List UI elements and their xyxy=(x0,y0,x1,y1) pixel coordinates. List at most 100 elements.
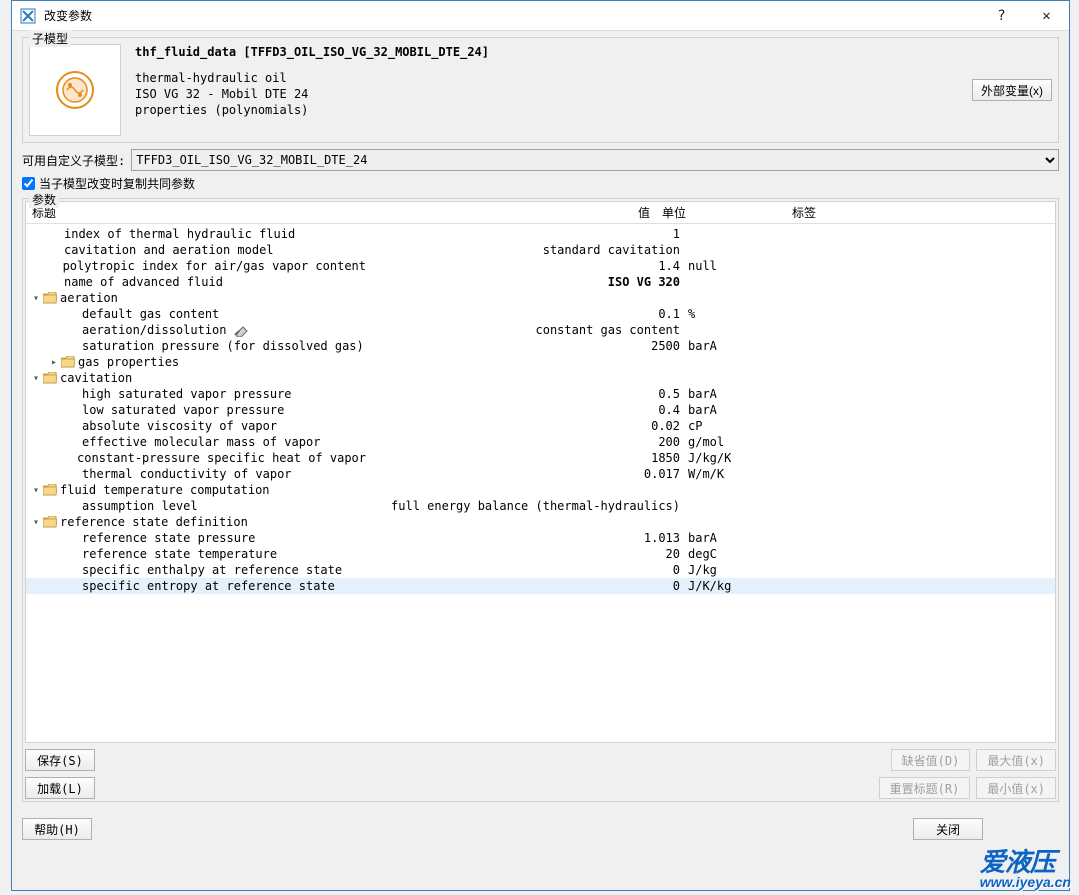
available-label: 可用自定义子模型: xyxy=(22,152,125,169)
param-row[interactable]: reference state pressure 1.013barA xyxy=(26,530,1055,546)
param-title: low saturated vapor pressure xyxy=(82,403,284,417)
param-title: thermal conductivity of vapor xyxy=(82,467,292,481)
param-value[interactable]: ISO VG 320 xyxy=(366,275,686,289)
param-title: default gas content xyxy=(82,307,219,321)
chevron-down-icon[interactable]: ▾ xyxy=(30,517,42,528)
param-row[interactable]: ▾ cavitation xyxy=(26,370,1055,386)
chevron-right-icon[interactable]: ▸ xyxy=(48,357,60,368)
default-button[interactable]: 缺省值(D) xyxy=(891,749,971,771)
col-unit[interactable]: 单位 xyxy=(656,204,786,221)
param-value[interactable]: constant gas content xyxy=(366,323,686,337)
titlebar-close-button[interactable]: ✕ xyxy=(1024,1,1069,31)
eraser-icon[interactable] xyxy=(233,323,249,337)
folder-icon xyxy=(60,355,76,369)
param-row[interactable]: constant-pressure specific heat of vapor… xyxy=(26,450,1055,466)
submodel-icon xyxy=(29,44,121,136)
submodel-desc-3: properties (polynomials) xyxy=(135,102,489,118)
param-title: fluid temperature computation xyxy=(60,483,270,497)
folder-icon xyxy=(42,371,58,385)
param-value[interactable]: 1.4 xyxy=(366,259,686,273)
param-row[interactable]: name of advanced fluid ISO VG 320 xyxy=(26,274,1055,290)
chevron-down-icon[interactable]: ▾ xyxy=(30,293,42,304)
col-title[interactable]: 标题 xyxy=(26,204,336,221)
window-title: 改变参数 xyxy=(44,7,92,24)
submodel-fieldset: 子模型 thf_fluid_data [TFFD3_OIL_ISO_VG_32_… xyxy=(22,37,1059,143)
param-value[interactable]: 20 xyxy=(366,547,686,561)
submodel-name: thf_fluid_data [TFFD3_OIL_ISO_VG_32_MOBI… xyxy=(135,44,489,60)
param-value[interactable]: 1.013 xyxy=(366,531,686,545)
param-title: absolute viscosity of vapor xyxy=(82,419,277,433)
param-value[interactable]: 2500 xyxy=(366,339,686,353)
param-row[interactable]: ▾aeration xyxy=(26,290,1055,306)
param-title: gas properties xyxy=(78,355,179,369)
param-value[interactable]: 1 xyxy=(366,227,686,241)
copy-params-checkbox[interactable] xyxy=(22,177,35,190)
param-row[interactable]: low saturated vapor pressure0.4barA xyxy=(26,402,1055,418)
param-row[interactable]: absolute viscosity of vapor0.02cP xyxy=(26,418,1055,434)
param-row[interactable]: saturation pressure (for dissolved gas)2… xyxy=(26,338,1055,354)
param-title: constant-pressure specific heat of vapor xyxy=(77,451,366,465)
param-value[interactable]: 0.017 xyxy=(366,467,686,481)
param-unit: barA xyxy=(686,531,816,545)
param-unit: barA xyxy=(686,339,816,353)
chevron-down-icon[interactable]: ▾ xyxy=(30,485,42,496)
param-value[interactable]: standard cavitation xyxy=(366,243,686,257)
param-unit: null xyxy=(686,259,816,273)
params-button-row-2: 加载(L) 重置标题(R) 最小值(x) xyxy=(25,777,1056,799)
submodel-text: thf_fluid_data [TFFD3_OIL_ISO_VG_32_MOBI… xyxy=(135,44,489,118)
param-value[interactable]: 0.5 xyxy=(366,387,686,401)
param-unit: % xyxy=(686,307,816,321)
param-row[interactable]: cavitation and aeration modelstandard ca… xyxy=(26,242,1055,258)
max-button[interactable]: 最大值(x) xyxy=(976,749,1056,771)
param-row[interactable]: specific entropy at reference state 0J/K/… xyxy=(26,578,1055,594)
folder-icon xyxy=(42,483,58,497)
param-unit: W/m/K xyxy=(686,467,816,481)
param-title: reference state pressure xyxy=(82,531,255,545)
param-row[interactable]: thermal conductivity of vapor 0.017W/m/K xyxy=(26,466,1055,482)
params-legend: 参数 xyxy=(29,191,59,208)
titlebar-help-button[interactable]: ? xyxy=(979,1,1024,31)
param-row[interactable]: index of thermal hydraulic fluid1 xyxy=(26,226,1055,242)
submodel-desc-1: thermal-hydraulic oil xyxy=(135,70,489,86)
param-row[interactable]: ▸ gas properties xyxy=(26,354,1055,370)
available-submodel-select[interactable]: TFFD3_OIL_ISO_VG_32_MOBIL_DTE_24 xyxy=(131,149,1059,171)
param-value[interactable]: 0 xyxy=(366,579,686,593)
dialog-footer: 帮助(H) 关闭 应用(A) xyxy=(22,818,1059,840)
param-value[interactable]: 0.4 xyxy=(366,403,686,417)
param-row[interactable]: assumption levelfull energy balance (the… xyxy=(26,498,1055,514)
param-row[interactable]: polytropic index for air/gas vapor conte… xyxy=(26,258,1055,274)
param-title: name of advanced fluid xyxy=(64,275,223,289)
external-vars-button[interactable]: 外部变量(x) xyxy=(972,79,1052,101)
param-row[interactable]: effective molecular mass of vapor200g/mo… xyxy=(26,434,1055,450)
param-row[interactable]: reference state temperature20degC xyxy=(26,546,1055,562)
copy-params-checkbox-row[interactable]: 当子模型改变时复制共同参数 xyxy=(22,175,1059,192)
save-button[interactable]: 保存(S) xyxy=(25,749,95,771)
help-button[interactable]: 帮助(H) xyxy=(22,818,92,840)
param-row[interactable]: ▾reference state definition xyxy=(26,514,1055,530)
param-value[interactable]: full energy balance (thermal-hydraulics) xyxy=(366,499,686,513)
chevron-down-icon[interactable]: ▾ xyxy=(30,373,42,384)
load-button[interactable]: 加载(L) xyxy=(25,777,95,799)
param-title: cavitation xyxy=(60,371,132,385)
reset-title-button[interactable]: 重置标题(R) xyxy=(879,777,971,799)
col-value[interactable]: 值 xyxy=(336,204,656,221)
param-row[interactable]: specific enthalpy at reference state0J/k… xyxy=(26,562,1055,578)
param-unit: g/mol xyxy=(686,435,816,449)
param-title: specific entropy at reference state xyxy=(82,579,335,593)
close-button[interactable]: 关闭 xyxy=(913,818,983,840)
param-row[interactable]: ▾ fluid temperature computation xyxy=(26,482,1055,498)
params-tree[interactable]: 标题 值 单位 标签 index of thermal hydraulic fl… xyxy=(25,201,1056,743)
param-row[interactable]: aeration/dissolutionconstant gas content xyxy=(26,322,1055,338)
param-row[interactable]: high saturated vapor pressure0.5barA xyxy=(26,386,1055,402)
param-value[interactable]: 0.02 xyxy=(366,419,686,433)
param-unit: J/K/kg xyxy=(686,579,816,593)
param-value[interactable]: 0 xyxy=(366,563,686,577)
param-value[interactable]: 200 xyxy=(366,435,686,449)
param-unit: degC xyxy=(686,547,816,561)
param-value[interactable]: 1850 xyxy=(366,451,686,465)
col-tag[interactable]: 标签 xyxy=(786,204,846,221)
min-button[interactable]: 最小值(x) xyxy=(976,777,1056,799)
param-row[interactable]: default gas content 0.1% xyxy=(26,306,1055,322)
param-value[interactable]: 0.1 xyxy=(366,307,686,321)
available-submodel-row: 可用自定义子模型: TFFD3_OIL_ISO_VG_32_MOBIL_DTE_… xyxy=(22,149,1059,171)
